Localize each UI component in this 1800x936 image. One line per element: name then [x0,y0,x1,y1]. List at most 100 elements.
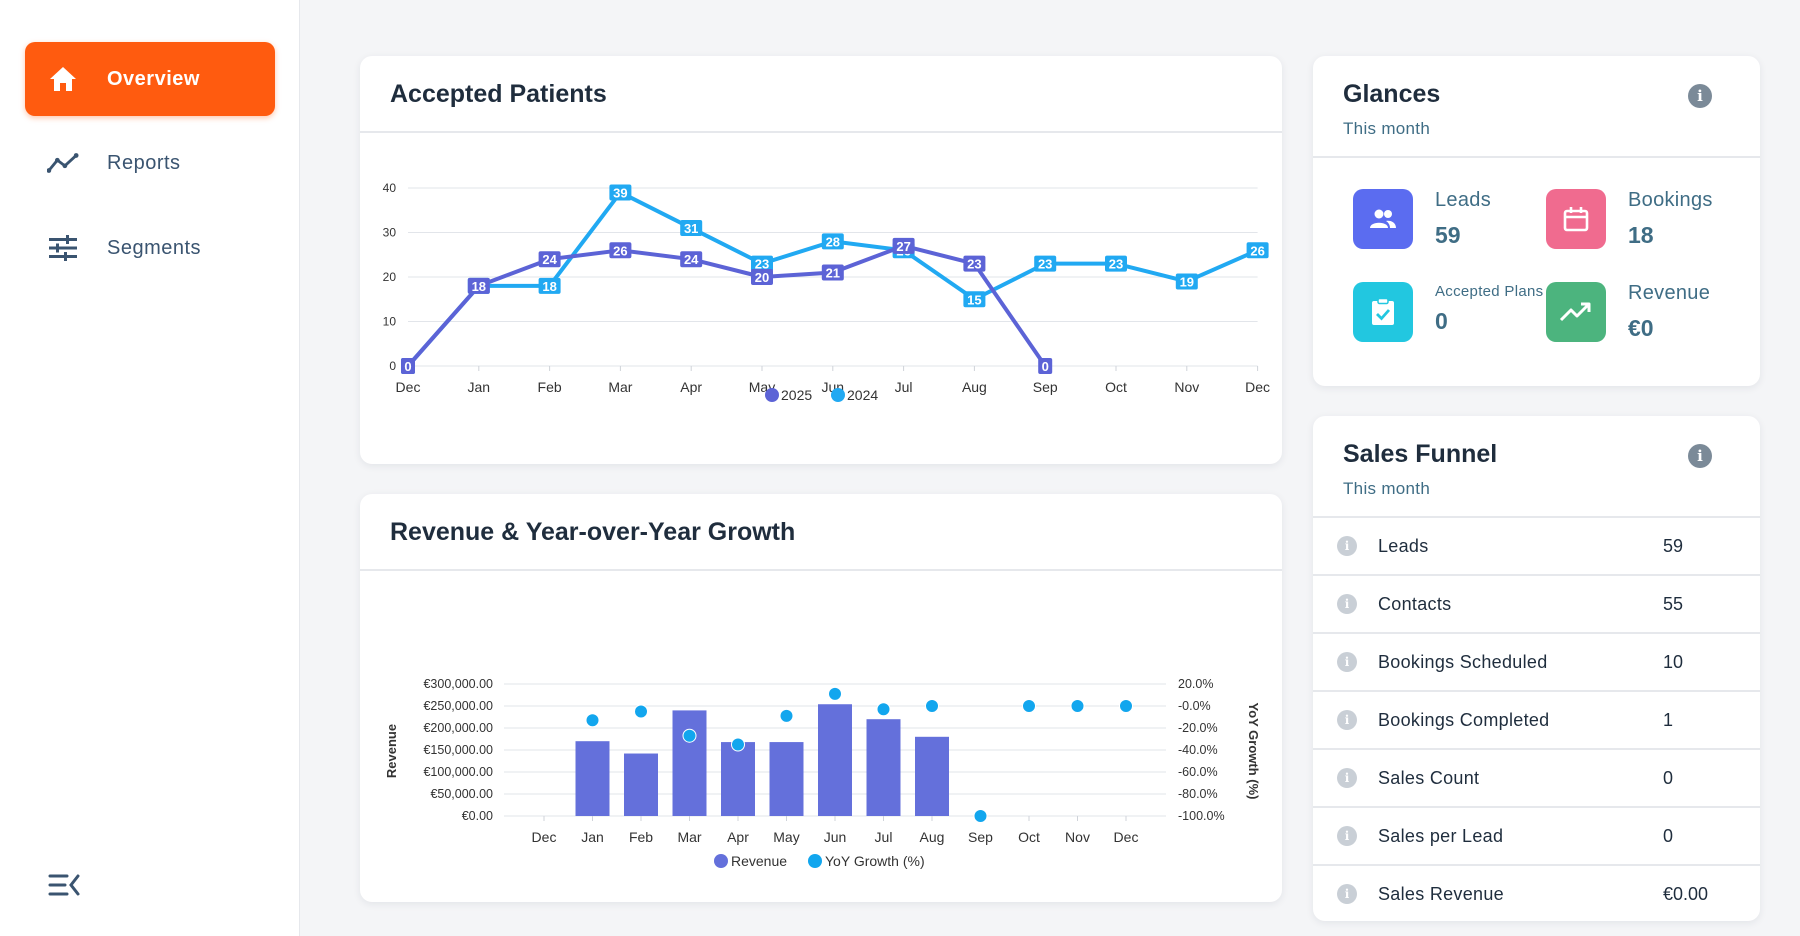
sidebar-item-overview[interactable]: Overview [25,42,275,116]
yoy-point [731,737,745,752]
data-label: 26 [1250,243,1264,258]
trending-up-icon [1546,282,1606,342]
row-label: Sales per Lead [1378,825,1504,846]
y-tick-label: €250,000.00 [423,699,493,713]
info-icon[interactable]: i [1337,884,1357,904]
yoy-point [925,699,939,713]
row-label: Contacts [1378,593,1452,614]
data-label-box [609,184,632,201]
info-icon[interactable]: i [1337,768,1357,788]
x-tick-label: Dec [1245,379,1270,395]
collapse-menu-icon[interactable] [46,870,82,900]
x-tick-label: Aug [920,829,945,845]
glance-value: 59 [1435,222,1461,248]
y-axis-label: Revenue [384,724,399,778]
info-icon[interactable]: i [1337,652,1357,672]
legend-label: YoY Growth (%) [825,853,925,869]
y-tick-label: €200,000.00 [423,721,493,735]
info-icon[interactable]: i [1688,84,1712,108]
y-tick-label: €100,000.00 [423,765,493,779]
legend-label: 2025 [781,387,812,403]
funnel-row-sales-per-lead: i Sales per Lead 0 [1313,806,1760,864]
yoy-point [1070,699,1085,713]
data-label: 0 [404,359,411,374]
x-tick-label: Sep [968,829,993,845]
calendar-icon [1546,189,1606,249]
y-tick-label-right: 20.0% [1178,677,1213,691]
row-value: 1 [1663,709,1674,730]
legend-marker-yoy [808,854,822,868]
glance-text: Accepted Plans 0 [1435,282,1545,342]
y-tick-label: 10 [383,315,397,329]
info-icon[interactable]: i [1337,826,1357,846]
data-label: 31 [684,221,698,236]
glance-label: Leads [1435,189,1491,211]
revenue-growth-card: Revenue & Year-over-Year Growth €0.00 -10… [360,494,1282,902]
x-tick-label: Dec [396,379,421,395]
chart-legend: Revenue YoY Growth (%) [714,853,925,869]
sales-funnel-card: Sales Funnel This month i i Leads 59 i C… [1313,416,1760,921]
revenue-growth-chart: €0.00 -100.0% €50,000.00 -80.0% €100,000.00 -… [384,677,1261,869]
x-tick-label: Jul [895,379,913,395]
x-tick-label: Mar [608,379,632,395]
glance-value: €0 [1628,315,1654,341]
y-tick-label-right: -100.0% [1178,809,1225,823]
data-label: 24 [542,252,557,267]
revenue-bar [818,704,852,816]
yoy-point [973,809,988,823]
data-label: 23 [1109,257,1123,272]
data-label: 26 [613,243,627,258]
data-label-box [680,220,703,237]
series-line-2025 [406,243,1047,368]
revenue-bar [866,719,901,816]
sidebar-item-label: Overview [107,67,200,90]
data-label: 18 [542,279,556,294]
row-label: Leads [1378,535,1429,556]
data-label-box [538,251,561,268]
y-tick-label-right: -20.0% [1178,721,1218,735]
legend-label: 2024 [847,387,878,403]
card-header: Sales Funnel This month [1313,416,1760,516]
sidebar-item-reports[interactable]: Reports [25,126,275,200]
sidebar: Overview Reports Segments [0,0,300,936]
glances-card: Glances This month i Leads 59 Bookings 1… [1313,56,1760,386]
glance-value: 18 [1628,222,1654,248]
card-subtitle: This month [1343,479,1431,498]
row-value: 0 [1663,767,1674,788]
funnel-row-bookings-scheduled: i Bookings Scheduled 10 [1313,632,1760,690]
row-label: Sales Count [1378,767,1480,788]
y-tick-label: €150,000.00 [423,743,493,757]
info-icon[interactable]: i [1688,444,1712,468]
info-icon[interactable]: i [1337,594,1357,614]
data-label-box [1034,255,1057,272]
row-label: Sales Revenue [1378,883,1504,904]
x-tick-label: Oct [1105,379,1127,395]
y-tick-label-right: -0.0% [1178,699,1211,713]
accepted-patients-card: Accepted Patients 0 10 20 30 40 Dec Jan Feb Mar A… [360,56,1282,464]
info-icon[interactable]: i [1337,710,1357,730]
card-title: Sales Funnel [1343,440,1498,468]
sidebar-item-label: Segments [107,236,202,259]
card-header: Accepted Patients [360,56,1282,133]
yoy-point [682,728,697,743]
legend-marker-2025 [765,388,779,402]
glance-label: Bookings [1628,189,1713,211]
x-tick-label: Mar [677,829,701,845]
clipboard-check-icon [1353,282,1413,342]
yoy-point [1022,699,1036,713]
info-icon[interactable]: i [1337,536,1357,556]
revenue-bar [769,742,804,816]
sidebar-item-label: Reports [107,151,181,174]
revenue-bar [672,710,707,816]
x-tick-label: Apr [727,829,749,845]
home-icon [47,63,79,95]
row-value: 55 [1663,593,1684,614]
card-header: Revenue & Year-over-Year Growth [360,494,1282,571]
y-tick-label-right: -40.0% [1178,743,1218,757]
y-tick-label: 0 [389,359,396,373]
data-label: 15 [967,292,981,307]
x-tick-label: Nov [1174,379,1199,395]
sidebar-item-segments[interactable]: Segments [25,211,275,285]
glance-value: 0 [1435,308,1448,334]
